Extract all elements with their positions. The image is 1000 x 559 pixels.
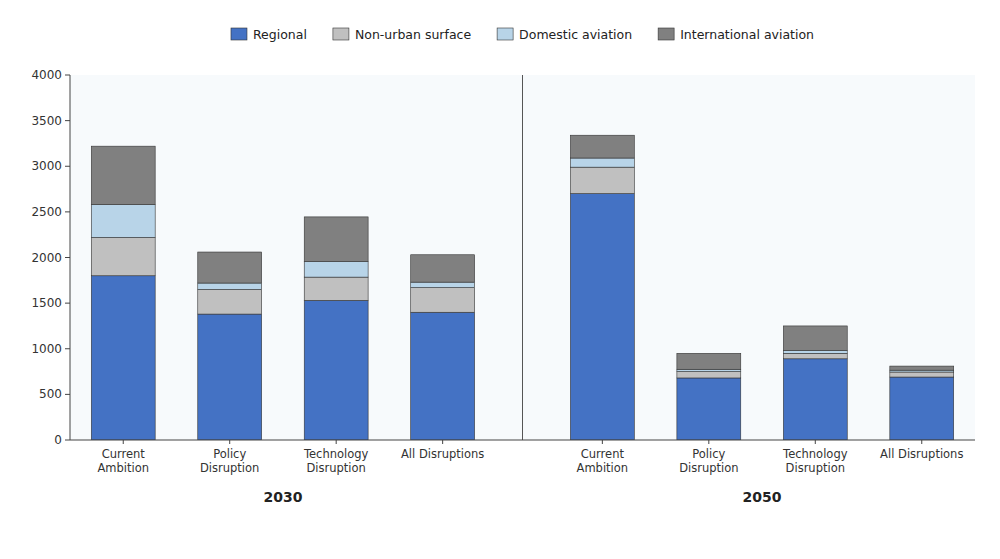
bar-segment	[783, 326, 847, 351]
x-tick-label: TechnologyDisruption	[303, 447, 369, 475]
bar-segment	[783, 351, 847, 354]
y-tick-label: 2500	[31, 205, 62, 219]
y-tick-label: 1000	[31, 342, 62, 356]
bar-segment	[570, 167, 634, 193]
y-tick	[65, 257, 70, 258]
legend-label: International aviation	[680, 27, 814, 42]
y-tick	[65, 166, 70, 167]
bar-segment	[677, 353, 741, 369]
legend-swatch	[497, 28, 513, 40]
x-tick	[602, 440, 603, 444]
bar-segment	[783, 353, 847, 358]
bar-segment	[677, 372, 741, 378]
x-tick	[229, 440, 230, 444]
bar-segment	[198, 314, 262, 440]
bar-segment	[890, 366, 954, 370]
x-tick	[123, 440, 124, 444]
group-label: 2030	[263, 489, 302, 505]
x-tick-label: All Disruptions	[880, 447, 963, 461]
y-tick-label: 500	[39, 387, 62, 401]
y-tick	[65, 303, 70, 304]
bar-segment	[570, 158, 634, 167]
y-tick-label: 4000	[31, 68, 62, 82]
bar-segment	[304, 277, 368, 300]
x-tick	[336, 440, 337, 444]
legend-label: Non-urban surface	[355, 27, 471, 42]
plot-area	[70, 75, 975, 440]
x-tick-label: CurrentAmbition	[97, 447, 149, 475]
bar-segment	[411, 288, 475, 313]
y-tick	[65, 75, 70, 76]
y-tick	[65, 211, 70, 212]
legend-label: Domestic aviation	[519, 27, 632, 42]
y-tick	[65, 120, 70, 121]
x-tick-label: CurrentAmbition	[577, 447, 629, 475]
bar-segment	[570, 135, 634, 158]
x-tick	[442, 440, 443, 444]
legend-item: Domestic aviation	[497, 27, 632, 42]
group-separator	[522, 75, 523, 440]
legend-item: International aviation	[658, 27, 814, 42]
bar-segment	[198, 283, 262, 289]
legend-swatch	[231, 28, 247, 40]
bar-segment	[411, 255, 475, 282]
y-tick-label: 3000	[31, 159, 62, 173]
bar-segment	[570, 194, 634, 440]
legend-swatch	[333, 28, 349, 40]
chart: 0 500 1000 1500 2000 2500 3000 3500 4000 CurrentA…	[0, 0, 1000, 559]
legend-item: Non-urban surface	[333, 27, 471, 42]
y-tick-label: 2000	[31, 251, 62, 265]
bar-segment	[304, 217, 368, 262]
bar-segment	[783, 359, 847, 440]
x-tick-label: TechnologyDisruption	[782, 447, 848, 475]
legend-label: Regional	[253, 27, 307, 42]
x-tick	[815, 440, 816, 444]
y-tick-label: 0	[54, 433, 62, 447]
y-tick-label: 3500	[31, 114, 62, 128]
group-label: 2050	[743, 489, 782, 505]
bar-segment	[91, 146, 155, 204]
bar-segment	[91, 237, 155, 275]
y-tick	[65, 440, 70, 441]
bar-segment	[198, 289, 262, 314]
legend-item: Regional	[231, 27, 307, 42]
bar-segment	[411, 282, 475, 287]
x-axis	[70, 440, 975, 441]
x-tick-label: All Disruptions	[401, 447, 484, 461]
x-tick-label: PolicyDisruption	[200, 447, 259, 475]
bar-segment	[304, 300, 368, 440]
legend-swatch	[658, 28, 674, 40]
x-tick-label: PolicyDisruption	[679, 447, 738, 475]
bar-segment	[677, 378, 741, 440]
y-tick-label: 1500	[31, 296, 62, 310]
y-tick	[65, 348, 70, 349]
bar-segment	[890, 377, 954, 440]
bar-segment	[198, 252, 262, 283]
bar-segment	[411, 312, 475, 440]
bar-segment	[890, 372, 954, 377]
y-tick	[65, 394, 70, 395]
x-tick	[921, 440, 922, 444]
bar-segment	[91, 276, 155, 440]
bar-segment	[304, 262, 368, 278]
bar-segment	[677, 369, 741, 371]
x-tick	[708, 440, 709, 444]
bar-segment	[91, 205, 155, 238]
legend: Regional Non-urban surface Domestic aviati…	[231, 27, 814, 42]
